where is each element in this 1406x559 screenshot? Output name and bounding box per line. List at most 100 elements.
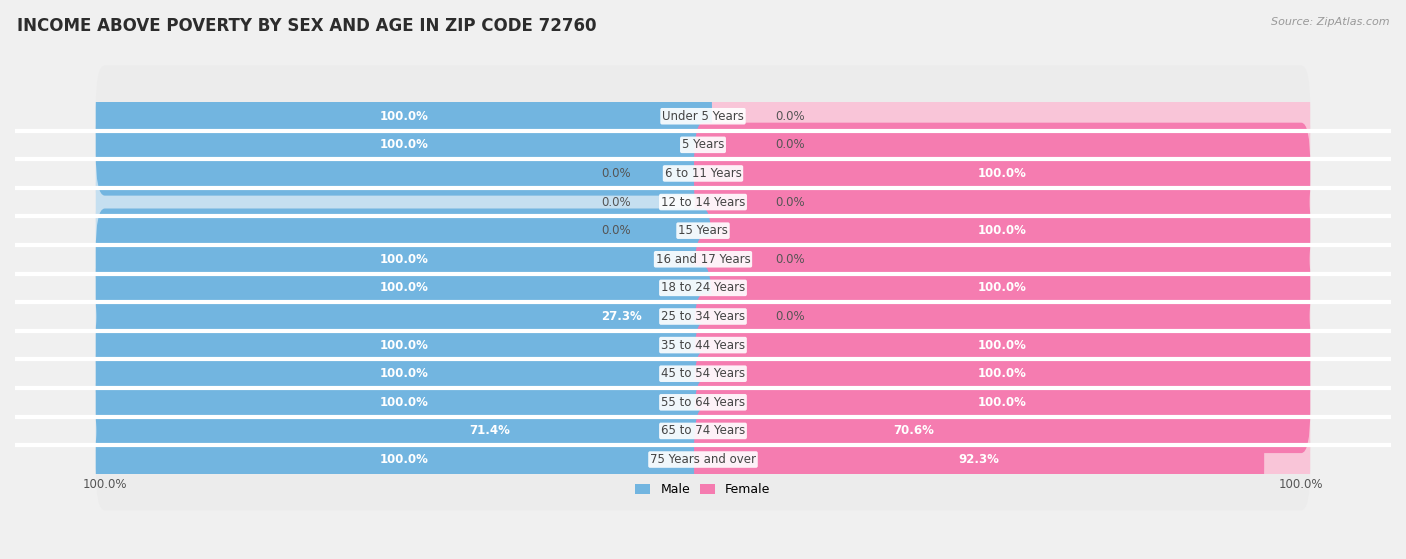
FancyBboxPatch shape — [695, 180, 1310, 281]
FancyBboxPatch shape — [96, 180, 1310, 281]
FancyBboxPatch shape — [96, 65, 711, 167]
FancyBboxPatch shape — [96, 295, 1310, 396]
Text: 100.0%: 100.0% — [380, 138, 429, 151]
Text: Under 5 Years: Under 5 Years — [662, 110, 744, 123]
FancyBboxPatch shape — [96, 409, 1310, 510]
Text: 0.0%: 0.0% — [775, 196, 804, 209]
Text: 0.0%: 0.0% — [602, 196, 631, 209]
FancyBboxPatch shape — [695, 380, 1135, 482]
FancyBboxPatch shape — [96, 380, 711, 482]
Text: INCOME ABOVE POVERTY BY SEX AND AGE IN ZIP CODE 72760: INCOME ABOVE POVERTY BY SEX AND AGE IN Z… — [17, 17, 596, 35]
FancyBboxPatch shape — [96, 323, 1310, 424]
FancyBboxPatch shape — [695, 122, 1310, 224]
Text: 65 to 74 Years: 65 to 74 Years — [661, 424, 745, 438]
Text: 0.0%: 0.0% — [775, 138, 804, 151]
FancyBboxPatch shape — [96, 237, 711, 339]
Text: 18 to 24 Years: 18 to 24 Years — [661, 281, 745, 295]
FancyBboxPatch shape — [267, 380, 711, 482]
FancyBboxPatch shape — [695, 409, 1310, 510]
Text: 100.0%: 100.0% — [977, 367, 1026, 380]
FancyBboxPatch shape — [96, 209, 1310, 310]
Text: 100.0%: 100.0% — [380, 396, 429, 409]
FancyBboxPatch shape — [96, 237, 711, 339]
Text: Source: ZipAtlas.com: Source: ZipAtlas.com — [1271, 17, 1389, 27]
Legend: Male, Female: Male, Female — [630, 478, 776, 501]
FancyBboxPatch shape — [96, 409, 711, 510]
FancyBboxPatch shape — [96, 352, 711, 453]
FancyBboxPatch shape — [695, 65, 1310, 167]
FancyBboxPatch shape — [96, 65, 711, 167]
FancyBboxPatch shape — [96, 409, 711, 510]
Text: 100.0%: 100.0% — [977, 339, 1026, 352]
FancyBboxPatch shape — [96, 323, 711, 424]
FancyBboxPatch shape — [695, 295, 1310, 396]
FancyBboxPatch shape — [695, 237, 1310, 339]
Text: 55 to 64 Years: 55 to 64 Years — [661, 396, 745, 409]
FancyBboxPatch shape — [96, 94, 711, 196]
FancyBboxPatch shape — [96, 323, 711, 424]
FancyBboxPatch shape — [96, 180, 711, 281]
Text: 100.0%: 100.0% — [380, 110, 429, 123]
FancyBboxPatch shape — [695, 409, 1264, 510]
Text: 92.3%: 92.3% — [959, 453, 1000, 466]
FancyBboxPatch shape — [96, 122, 711, 224]
FancyBboxPatch shape — [96, 151, 1310, 253]
Text: 16 and 17 Years: 16 and 17 Years — [655, 253, 751, 266]
FancyBboxPatch shape — [96, 237, 1310, 339]
FancyBboxPatch shape — [695, 352, 1310, 453]
Text: 35 to 44 Years: 35 to 44 Years — [661, 339, 745, 352]
FancyBboxPatch shape — [96, 295, 711, 396]
Text: 100.0%: 100.0% — [977, 281, 1026, 295]
Text: 45 to 54 Years: 45 to 54 Years — [661, 367, 745, 380]
FancyBboxPatch shape — [96, 352, 711, 453]
FancyBboxPatch shape — [96, 295, 711, 396]
FancyBboxPatch shape — [695, 151, 1310, 253]
Text: 70.6%: 70.6% — [894, 424, 935, 438]
Text: 12 to 14 Years: 12 to 14 Years — [661, 196, 745, 209]
Text: 100.0%: 100.0% — [380, 367, 429, 380]
Text: 0.0%: 0.0% — [602, 167, 631, 180]
Text: 6 to 11 Years: 6 to 11 Years — [665, 167, 741, 180]
FancyBboxPatch shape — [96, 94, 711, 196]
FancyBboxPatch shape — [695, 323, 1310, 424]
Text: 100.0%: 100.0% — [380, 339, 429, 352]
FancyBboxPatch shape — [96, 94, 1310, 196]
Text: 0.0%: 0.0% — [602, 224, 631, 237]
Text: 5 Years: 5 Years — [682, 138, 724, 151]
Text: 100.0%: 100.0% — [977, 396, 1026, 409]
Text: 100.0%: 100.0% — [380, 253, 429, 266]
FancyBboxPatch shape — [695, 180, 1310, 281]
FancyBboxPatch shape — [96, 209, 711, 310]
FancyBboxPatch shape — [96, 266, 711, 367]
Text: 100.0%: 100.0% — [1279, 478, 1323, 491]
Text: 0.0%: 0.0% — [775, 310, 804, 323]
FancyBboxPatch shape — [695, 352, 1310, 453]
FancyBboxPatch shape — [96, 65, 1310, 167]
Text: 27.3%: 27.3% — [600, 310, 641, 323]
Text: 0.0%: 0.0% — [775, 253, 804, 266]
Text: 75 Years and over: 75 Years and over — [650, 453, 756, 466]
FancyBboxPatch shape — [96, 151, 711, 253]
FancyBboxPatch shape — [695, 122, 1310, 224]
Text: 100.0%: 100.0% — [83, 478, 127, 491]
FancyBboxPatch shape — [96, 122, 1310, 224]
FancyBboxPatch shape — [96, 266, 1310, 367]
FancyBboxPatch shape — [96, 352, 1310, 453]
FancyBboxPatch shape — [695, 323, 1310, 424]
FancyBboxPatch shape — [695, 237, 1310, 339]
FancyBboxPatch shape — [695, 295, 1310, 396]
Text: 71.4%: 71.4% — [470, 424, 510, 438]
Text: 100.0%: 100.0% — [977, 224, 1026, 237]
Text: 0.0%: 0.0% — [775, 110, 804, 123]
FancyBboxPatch shape — [695, 266, 1310, 367]
Text: 25 to 34 Years: 25 to 34 Years — [661, 310, 745, 323]
Text: 15 Years: 15 Years — [678, 224, 728, 237]
FancyBboxPatch shape — [96, 209, 711, 310]
FancyBboxPatch shape — [695, 209, 1310, 310]
FancyBboxPatch shape — [695, 380, 1310, 482]
Text: 100.0%: 100.0% — [977, 167, 1026, 180]
FancyBboxPatch shape — [96, 380, 1310, 482]
FancyBboxPatch shape — [695, 94, 1310, 196]
Text: 100.0%: 100.0% — [380, 281, 429, 295]
FancyBboxPatch shape — [530, 266, 711, 367]
